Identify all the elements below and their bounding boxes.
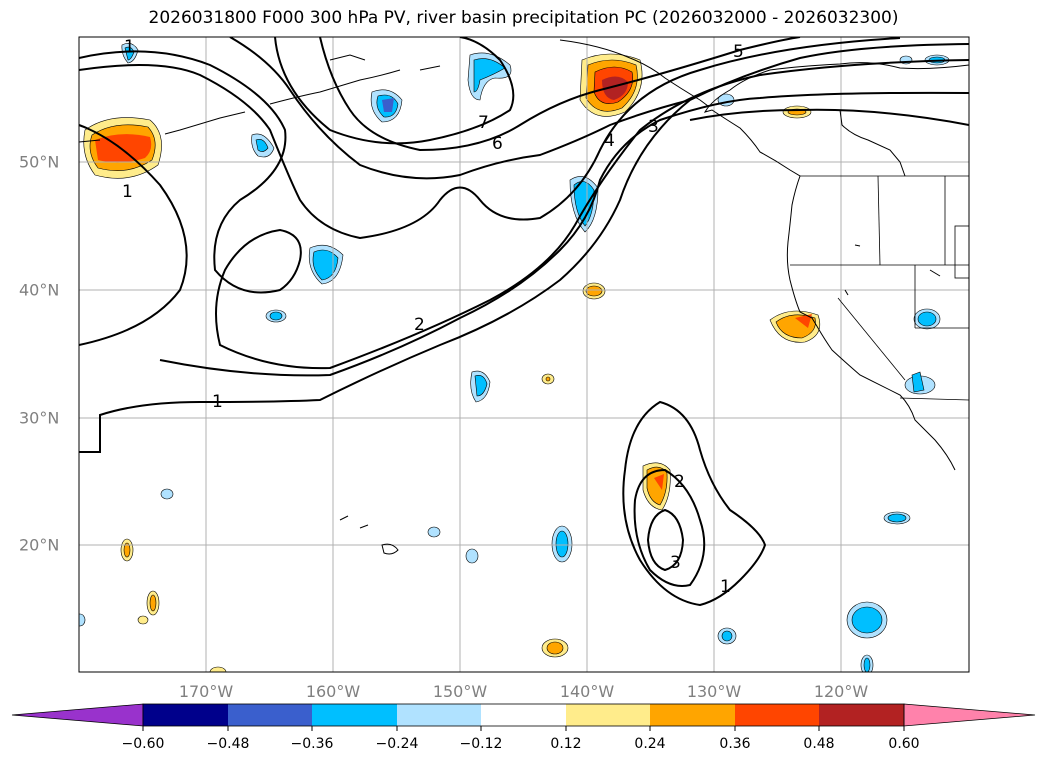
political-borders: [790, 175, 969, 401]
pv-label: 2: [414, 315, 425, 335]
colorbar-tick-label: 0.60: [888, 736, 920, 752]
pv-contour-east: [689, 108, 969, 126]
lon-label: 130°W: [686, 682, 742, 701]
colorbar-extend-high: [903, 703, 1036, 727]
colorbar-bin: [735, 704, 819, 726]
colorbar: [11, 703, 1036, 731]
lat-label: 20°N: [19, 535, 60, 555]
colorbar-bin: [312, 704, 397, 726]
pv-contour-labels: 1 1 2 3 4 5 6 7 1 2 3 1: [122, 37, 744, 597]
pv-contour-5: [319, 37, 801, 152]
pv-contour-1-west: [79, 124, 188, 346]
pv-label: 2: [674, 472, 685, 492]
pv-contours: [79, 37, 969, 607]
graticule: [79, 37, 969, 672]
colorbar-bin: [143, 704, 228, 726]
lat-label: 40°N: [19, 280, 60, 300]
coastlines: [79, 39, 969, 555]
colorbar-tick-label: −0.60: [121, 736, 165, 752]
pv-contour-south-2: [633, 468, 706, 587]
lon-label: 170°W: [178, 682, 234, 701]
pv-label: 1: [720, 577, 731, 597]
pv-contour-4: [229, 37, 691, 180]
colorbar-bin: [228, 704, 312, 726]
colorbar-bin: [650, 704, 735, 726]
colorbar-extend-low: [11, 703, 144, 727]
lon-label: 160°W: [305, 682, 361, 701]
pv-contour-1-south: [79, 43, 969, 453]
pv-label: 1: [122, 182, 133, 202]
map-area: 1 1 2 3 4 5 6 7 1 2 3 1: [79, 37, 969, 672]
colorbar-bin: [566, 704, 650, 726]
pv-label: 6: [492, 134, 503, 154]
colorbar-tick-label: −0.12: [459, 736, 503, 752]
lat-label: 50°N: [19, 152, 60, 172]
colorbar-tick-label: −0.36: [290, 736, 334, 752]
pv-label: 1: [212, 392, 223, 412]
colorbar-bin: [481, 704, 566, 726]
colorbar-tick-label: 0.24: [634, 736, 666, 752]
pv-contour-south-3: [646, 508, 685, 572]
colorbar-bin: [819, 704, 904, 726]
lon-label: 120°W: [813, 682, 869, 701]
pv-label: 1: [124, 37, 135, 57]
pv-label: 3: [670, 553, 681, 573]
colorbar-tick-label: −0.24: [375, 736, 419, 752]
pv-contour-1-north: [79, 37, 901, 240]
pv-label: 5: [733, 42, 744, 62]
pv-contour-3: [159, 91, 969, 377]
pv-contour-7: [274, 37, 515, 145]
colorbar-tick-label: −0.48: [206, 736, 250, 752]
colorbar-bin: [397, 704, 481, 726]
colorbar-tick-label: 0.12: [550, 736, 582, 752]
colorbar-tick-label: 0.48: [803, 736, 835, 752]
lon-label: 140°W: [559, 682, 615, 701]
pv-label: 3: [648, 117, 659, 137]
colorbar-tick-label: 0.36: [719, 736, 751, 752]
lon-label: 150°W: [432, 682, 488, 701]
lat-label: 30°N: [19, 408, 60, 428]
chart-title: 2026031800 F000 300 hPa PV, river basin …: [148, 8, 899, 28]
pv-label: 4: [604, 131, 615, 151]
pv-contour-2: [79, 50, 969, 370]
precip-positive-anomalies: [83, 53, 821, 672]
pv-label: 7: [478, 113, 489, 133]
map-frame: [78, 36, 970, 673]
pv-contour-south-1: [622, 400, 767, 607]
